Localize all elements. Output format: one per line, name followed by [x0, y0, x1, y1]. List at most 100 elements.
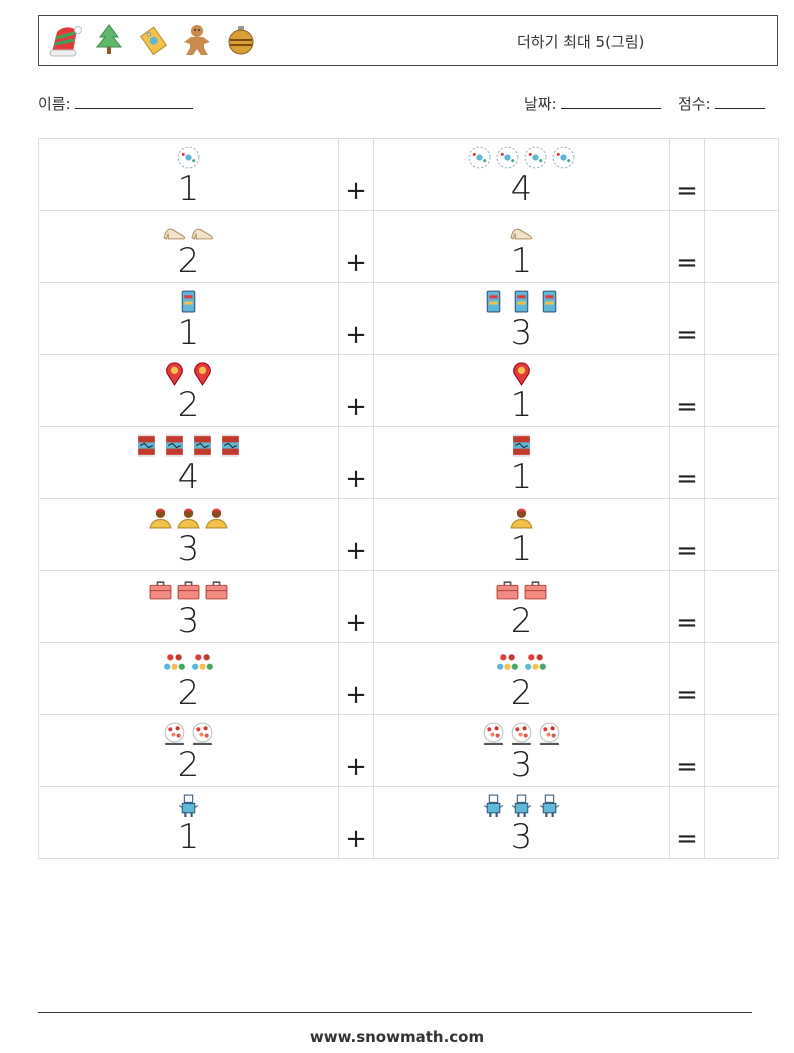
- score-label: 점수:: [678, 95, 711, 113]
- equals-sign: =: [676, 680, 698, 710]
- answer-cell[interactable]: [704, 498, 779, 571]
- high-heel-shoe-icon: [510, 228, 533, 240]
- addend-a-cell: 4: [38, 426, 339, 499]
- date-field: 날짜:: [524, 93, 662, 114]
- answer-cell[interactable]: [704, 714, 779, 787]
- addend-a-pictures: [39, 788, 338, 818]
- equals-sign: =: [676, 248, 698, 278]
- toolbox-icon: [177, 581, 200, 600]
- phone-card-icon: [542, 290, 557, 313]
- addend-a-pictures: [39, 572, 338, 602]
- equals-cell: =: [669, 138, 705, 211]
- answer-cell[interactable]: [704, 570, 779, 643]
- plus-cell: +: [338, 210, 374, 283]
- worker-person-icon: [205, 508, 228, 529]
- problems-body: 1 +4 = 2 +1 = 1 +3 = 2 +1 = 4 +1 = 3 +1 = 3 +2 = 2 +2 = 2 +3 = 1 +3 =: [38, 138, 779, 859]
- plus-sign: +: [345, 392, 367, 422]
- ornaments-garland-icon: [164, 654, 185, 670]
- phone-card-icon: [514, 290, 529, 313]
- addend-b-pictures: [374, 356, 669, 386]
- addend-b: 4: [510, 169, 533, 209]
- addend-a-pictures: [39, 428, 338, 458]
- flower-bouquet-icon: [192, 722, 213, 745]
- rug-icon: [166, 434, 183, 457]
- toolbox-icon: [524, 581, 547, 600]
- addend-b-pictures: [374, 500, 669, 530]
- addend-b: 1: [510, 241, 533, 281]
- addend-a-pictures: [39, 140, 338, 170]
- answer-cell[interactable]: [704, 642, 779, 715]
- plus-cell: +: [338, 426, 374, 499]
- christmas-tree-icon: [95, 24, 123, 54]
- score-field: 점수:: [678, 93, 766, 114]
- plus-cell: +: [338, 714, 374, 787]
- addend-a: 3: [177, 601, 200, 641]
- addend-b-cell: 2: [373, 642, 670, 715]
- plus-sign: +: [345, 176, 367, 206]
- worker-person-icon: [510, 508, 533, 529]
- footer-site: www.snowmath.com: [309, 1028, 485, 1046]
- score-blank[interactable]: [715, 94, 766, 109]
- answer-cell[interactable]: [704, 426, 779, 499]
- robot-toy-icon: [178, 794, 199, 817]
- answer-cell[interactable]: [704, 210, 779, 283]
- equals-cell: =: [669, 210, 705, 283]
- ornaments-garland-icon: [525, 654, 546, 670]
- plus-cell: +: [338, 642, 374, 715]
- worksheet-header: 더하기 최대 5(그림): [38, 15, 778, 66]
- problem-row: 4 +1 =: [38, 426, 779, 499]
- flower-bouquet-icon: [483, 722, 504, 745]
- addend-b-cell: 3: [373, 786, 670, 859]
- robot-toy-icon: [539, 794, 560, 817]
- addend-b: 1: [510, 529, 533, 569]
- problem-row: 2 +2 =: [38, 642, 779, 715]
- addend-b-cell: 3: [373, 282, 670, 355]
- addend-b: 1: [510, 457, 533, 497]
- plus-sign: +: [345, 536, 367, 566]
- plus-cell: +: [338, 498, 374, 571]
- addend-b-pictures: [374, 788, 669, 818]
- addend-a-cell: 2: [38, 210, 339, 283]
- robot-toy-icon: [511, 794, 532, 817]
- plus-cell: +: [338, 786, 374, 859]
- answer-cell[interactable]: [704, 282, 779, 355]
- answer-cell[interactable]: [704, 138, 779, 211]
- addend-a: 4: [177, 457, 200, 497]
- answer-cell[interactable]: [704, 786, 779, 859]
- map-pin-icon: [194, 362, 211, 386]
- addend-a: 1: [177, 169, 200, 209]
- answer-cell[interactable]: [704, 354, 779, 427]
- problem-row: 2 +1 =: [38, 354, 779, 427]
- gingerbread-man-icon: [184, 25, 210, 55]
- toolbox-icon: [149, 581, 172, 600]
- high-heel-shoe-icon: [163, 228, 186, 240]
- rug-icon: [222, 434, 239, 457]
- rug-icon: [513, 434, 530, 457]
- addend-b-cell: 1: [373, 498, 670, 571]
- problem-row: 2 +3 =: [38, 714, 779, 787]
- snowflake-ball-icon: [496, 146, 519, 169]
- addend-a: 2: [177, 241, 200, 281]
- plus-sign: +: [345, 248, 367, 278]
- toolbox-icon: [205, 581, 228, 600]
- addend-b-cell: 1: [373, 210, 670, 283]
- plus-cell: +: [338, 138, 374, 211]
- addend-b-pictures: [374, 572, 669, 602]
- date-blank[interactable]: [561, 94, 662, 109]
- problem-row: 2 +1 =: [38, 210, 779, 283]
- addend-b: 3: [510, 817, 533, 857]
- addend-a-pictures: [39, 212, 338, 242]
- addend-b: 3: [510, 313, 533, 353]
- problem-row: 3 +2 =: [38, 570, 779, 643]
- addend-b-cell: 1: [373, 426, 670, 499]
- addend-b-cell: 1: [373, 354, 670, 427]
- equals-cell: =: [669, 642, 705, 715]
- equals-cell: =: [669, 570, 705, 643]
- addend-a-cell: 1: [38, 786, 339, 859]
- name-blank[interactable]: [75, 94, 194, 109]
- phone-card-icon: [181, 290, 196, 313]
- equals-cell: =: [669, 426, 705, 499]
- addend-a-cell: 3: [38, 498, 339, 571]
- addend-b-pictures: [374, 212, 669, 242]
- addend-a: 2: [177, 745, 200, 785]
